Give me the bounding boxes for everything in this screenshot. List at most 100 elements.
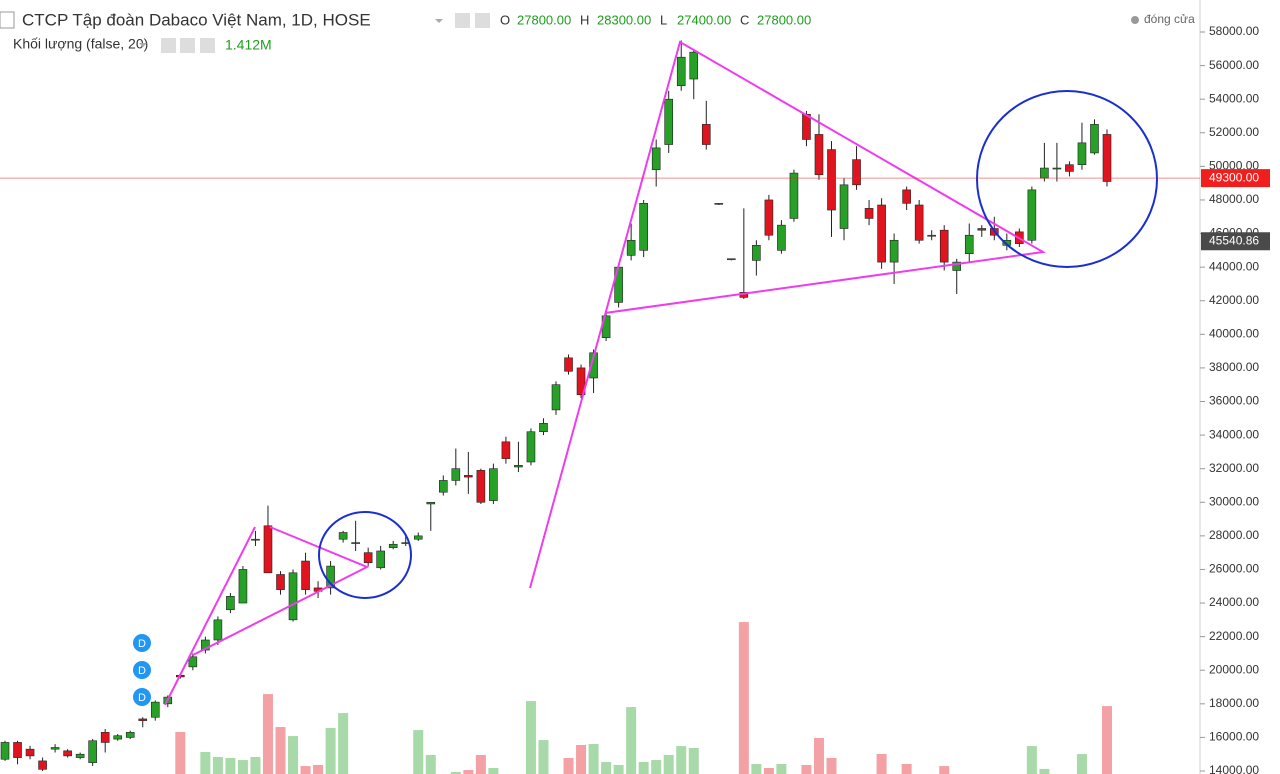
candle-body [964,234,974,255]
volume-bar [626,707,637,774]
volume-bar [876,754,887,774]
candle-body [326,565,335,589]
volume-bar [751,764,762,774]
volume-bar [413,730,424,774]
volume-bar [763,767,774,774]
crosshair-price-label: 45540.86 [1209,233,1259,247]
candle-body [75,753,85,758]
candle-body [489,468,498,501]
settings-icon[interactable] [475,13,490,28]
candle-body [188,656,198,668]
candle-body [539,423,548,433]
volume-bar [450,771,461,774]
volume-bar [275,727,286,774]
last-price-label: 49300.00 [1209,170,1259,184]
trend-line [192,526,370,656]
ohlc-value: 28300.00 [597,12,651,27]
event-marker [133,688,151,706]
y-tick-label: 50000.00 [1209,159,1259,173]
candle-body [902,189,911,204]
dropdown-icon[interactable] [435,19,443,23]
candle-body [977,228,987,231]
candle-body [276,574,285,590]
candle-body [213,619,223,641]
candle-body [639,203,648,251]
event-marker-label: D [138,665,146,677]
candle-body [251,538,260,541]
candle-body [38,760,47,770]
legend-dot [1131,16,1139,24]
volume-bar [676,746,687,774]
candle-body [100,732,110,743]
volume-bar [939,766,950,774]
volume-bar [801,764,812,774]
settings-icon[interactable] [180,38,195,53]
candles [0,40,1112,771]
candle-body [626,239,636,256]
volume-bar [1076,754,1087,774]
volume-bar [200,751,211,774]
y-tick-label: 14000.00 [1209,763,1259,774]
volume-bar [1026,746,1037,774]
volume-bar [288,736,299,774]
y-tick-label: 38000.00 [1209,360,1259,374]
volume-bar [688,747,699,774]
ohlc-values: O 27800.00 H 28300.00 L 27400.00 C 27800.00 [500,12,811,27]
header: CTCP Tập đoàn Dabaco Việt Nam, 1D, HOSE … [0,10,1195,53]
volume-bar [1039,768,1050,774]
dropdown-icon[interactable] [139,43,147,47]
candle-body [839,184,849,229]
candle-body [363,552,373,564]
volume-bar [212,757,223,774]
y-tick-label: 42000.00 [1209,293,1259,307]
price-tags: 49300.00 45540.86 [0,169,1270,251]
volume-bar [651,760,662,774]
candle-body [0,742,10,760]
ohlc-name: H [580,12,589,27]
candle-body [514,465,523,468]
close-icon[interactable] [200,38,215,53]
candle-body [551,384,561,411]
candle-body [526,431,536,463]
y-tick-label: 54000.00 [1209,91,1259,105]
volume-bar [325,728,336,774]
y-tick-label: 56000.00 [1209,58,1259,72]
collapse-icon[interactable] [0,11,15,29]
volume-bar [601,761,612,774]
volume-bar [613,764,624,774]
candle-body [589,352,598,379]
candle-body [802,113,811,140]
y-tick-label: 16000.00 [1209,730,1259,744]
candle-body [413,535,423,540]
volume-bar [250,756,261,774]
event-marker-label: D [138,638,146,650]
event-marker [133,661,151,679]
event-markers: D D D [133,634,151,706]
candle-body [676,56,686,87]
y-tick-label: 26000.00 [1209,562,1259,576]
candle-body [476,470,486,503]
candle-body [88,740,97,763]
candle-body [827,149,836,211]
y-tick-label: 58000.00 [1209,24,1259,38]
ohlc-value: 27400.00 [677,12,731,27]
candle-body [1065,164,1074,172]
settings-icon[interactable] [455,13,470,28]
volume-bar [300,766,311,774]
candle-body [288,572,298,621]
y-tick-label: 40000.00 [1209,326,1259,340]
y-tick-label: 44000.00 [1209,259,1259,273]
y-tick-label: 28000.00 [1209,528,1259,542]
volume-bar [576,744,587,774]
volume-bar [175,731,186,774]
volume-bar [638,761,649,774]
volume-bar [1102,706,1112,774]
settings-icon[interactable] [161,38,176,53]
candle-body [113,735,123,740]
volume-bar [826,757,837,774]
candle-body [1040,167,1049,179]
event-marker-label: D [138,692,146,704]
candle-body [714,203,724,205]
